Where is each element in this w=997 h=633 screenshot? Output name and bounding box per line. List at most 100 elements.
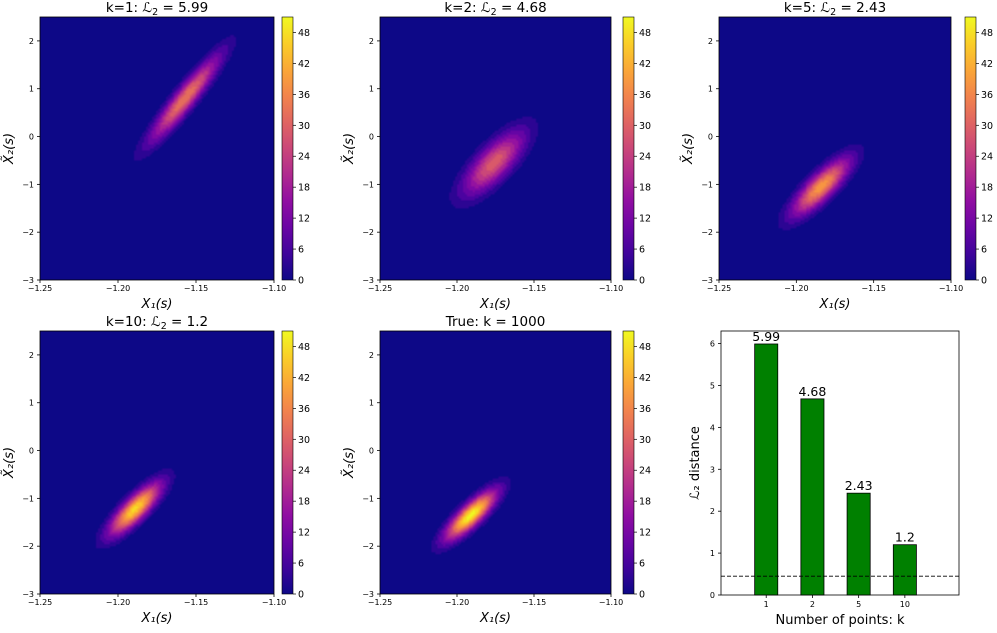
x-axis-label: X₁(s) [140,297,172,312]
y-tick-label: −1 [362,180,374,189]
colorbar-tick-label: 18 [298,183,310,194]
colorbar-tick-label: 18 [298,497,310,508]
title-value: 5.99 [178,0,208,16]
x-tick-label: −1.20 [445,598,470,607]
bar-y-tick-label: 0 [710,591,715,600]
colorbar-tick-label: 48 [639,28,651,39]
y-tick-label: −1 [22,180,34,189]
y-tick-label: 2 [29,351,34,360]
bar-k-2 [800,398,825,596]
colorbar-tick-label: 6 [639,559,645,570]
y-axis-label-text: X̃₂(s) [2,447,17,479]
x-tick-label: −1.20 [445,284,470,293]
panel-title: k=5: ℒ2 = 2.43 [784,0,886,18]
x-tick-label: −1.10 [599,284,624,293]
colorbar-tick-label: 36 [981,90,993,101]
y-axis-label-text: X̃₂(s) [342,133,357,165]
title-metric-sub: 2 [152,7,158,18]
bar-y-axis-label: ℒ₂ distance [688,426,703,500]
colorbar-tick-label: 24 [639,466,651,477]
title-metric-sub: 2 [830,7,836,18]
bar-value-label: 5.99 [752,329,780,344]
colorbar-tick-label: 30 [639,435,651,446]
y-tick-label: −2 [22,542,34,551]
colorbar-tick-label: 42 [298,59,310,70]
x-axis-label-text: X₁(s) [140,611,172,626]
bar-y-tick-label: 5 [710,381,715,390]
title-eq: = [497,0,517,16]
x-tick-label: −1.10 [939,284,964,293]
x-axis-label: X₁(s) [818,297,850,312]
bar-x-tick-label: 2 [810,600,815,609]
colorbar-tick-label: 12 [639,214,651,225]
y-tick-label: 0 [369,447,374,456]
x-axis-label-text: X₁(s) [479,297,511,312]
colorbar-tick-label: 6 [981,245,987,256]
y-axis-label-text: X̃₂(s) [681,133,696,165]
colorbar-tick-label: 48 [981,28,993,39]
colorbar-tick-label: 24 [298,466,310,477]
plot-frame [379,16,612,281]
y-tick-label: −3 [22,590,34,599]
title-metric-sub: 2 [161,321,167,332]
colorbar-tick-label: 42 [639,59,651,70]
bar-k-1 [754,343,779,596]
colorbar-tick-label: 18 [981,183,993,194]
colorbar-tick-label: 42 [639,373,651,384]
y-tick-label: 1 [369,85,374,94]
density-field [380,17,611,280]
y-tick-label: 2 [369,37,374,46]
colorbar [964,16,977,281]
y-axis-label: X̃₂(s) [342,133,357,165]
colorbar-tick-label: 12 [981,214,993,225]
colorbar-tick-label: 42 [298,373,310,384]
colorbar-tick-label: 0 [298,590,304,601]
x-tick-label: −1.15 [522,284,547,293]
x-tick-label: −1.20 [106,598,131,607]
y-axis-label-text: X̃₂(s) [2,133,17,165]
x-tick-label: −1.15 [861,284,886,293]
y-tick-label: −3 [362,276,374,285]
density-field [40,17,274,280]
x-tick-label: −1.20 [784,284,809,293]
y-tick-label: 1 [708,85,713,94]
x-tick-label: −1.15 [184,284,209,293]
y-tick-label: −2 [701,228,713,237]
panel-title: k=1: ℒ2 = 5.99 [106,0,208,18]
bar-x-axis-label-text: Number of points: k [776,613,905,628]
x-tick-label: −1.25 [368,598,393,607]
bar-x-tick-label: 10 [900,600,910,609]
colorbar-tick-label: 30 [639,121,651,132]
colorbar-tick-label: 42 [981,59,993,70]
colorbar-tick-label: 12 [298,528,310,539]
title-value: k = 1000 [483,314,545,330]
x-tick-label: −1.25 [707,284,732,293]
colorbar-tick-label: 30 [981,121,993,132]
bar-x-tick-label: 5 [856,600,861,609]
title-prefix: k=2: [444,0,481,16]
density-field [719,17,951,280]
y-tick-label: −2 [362,542,374,551]
x-axis-label-text: X₁(s) [479,611,511,626]
x-axis-label-text: X₁(s) [140,297,172,312]
x-axis-label: X₁(s) [479,297,511,312]
colorbar-tick-label: 36 [298,90,310,101]
panel-title: True: k = 1000 [445,314,546,330]
y-axis-label: X̃₂(s) [2,447,17,479]
colorbar-tick-label: 24 [981,152,993,163]
colorbar-tick-label: 0 [639,276,645,287]
y-tick-label: −1 [362,494,374,503]
colorbar [281,330,294,595]
bar-plot-frame [720,330,960,596]
title-metric: ℒ [481,0,491,16]
title-prefix: k=10: [106,314,151,330]
x-tick-label: −1.10 [262,284,287,293]
bar-y-tick-label: 2 [710,507,715,516]
x-tick-label: −1.15 [184,598,209,607]
y-tick-label: 1 [29,399,34,408]
colorbar [622,16,635,281]
bar-k-5 [846,492,871,596]
bar-y-tick-label: 4 [710,423,715,432]
colorbar [281,16,294,281]
